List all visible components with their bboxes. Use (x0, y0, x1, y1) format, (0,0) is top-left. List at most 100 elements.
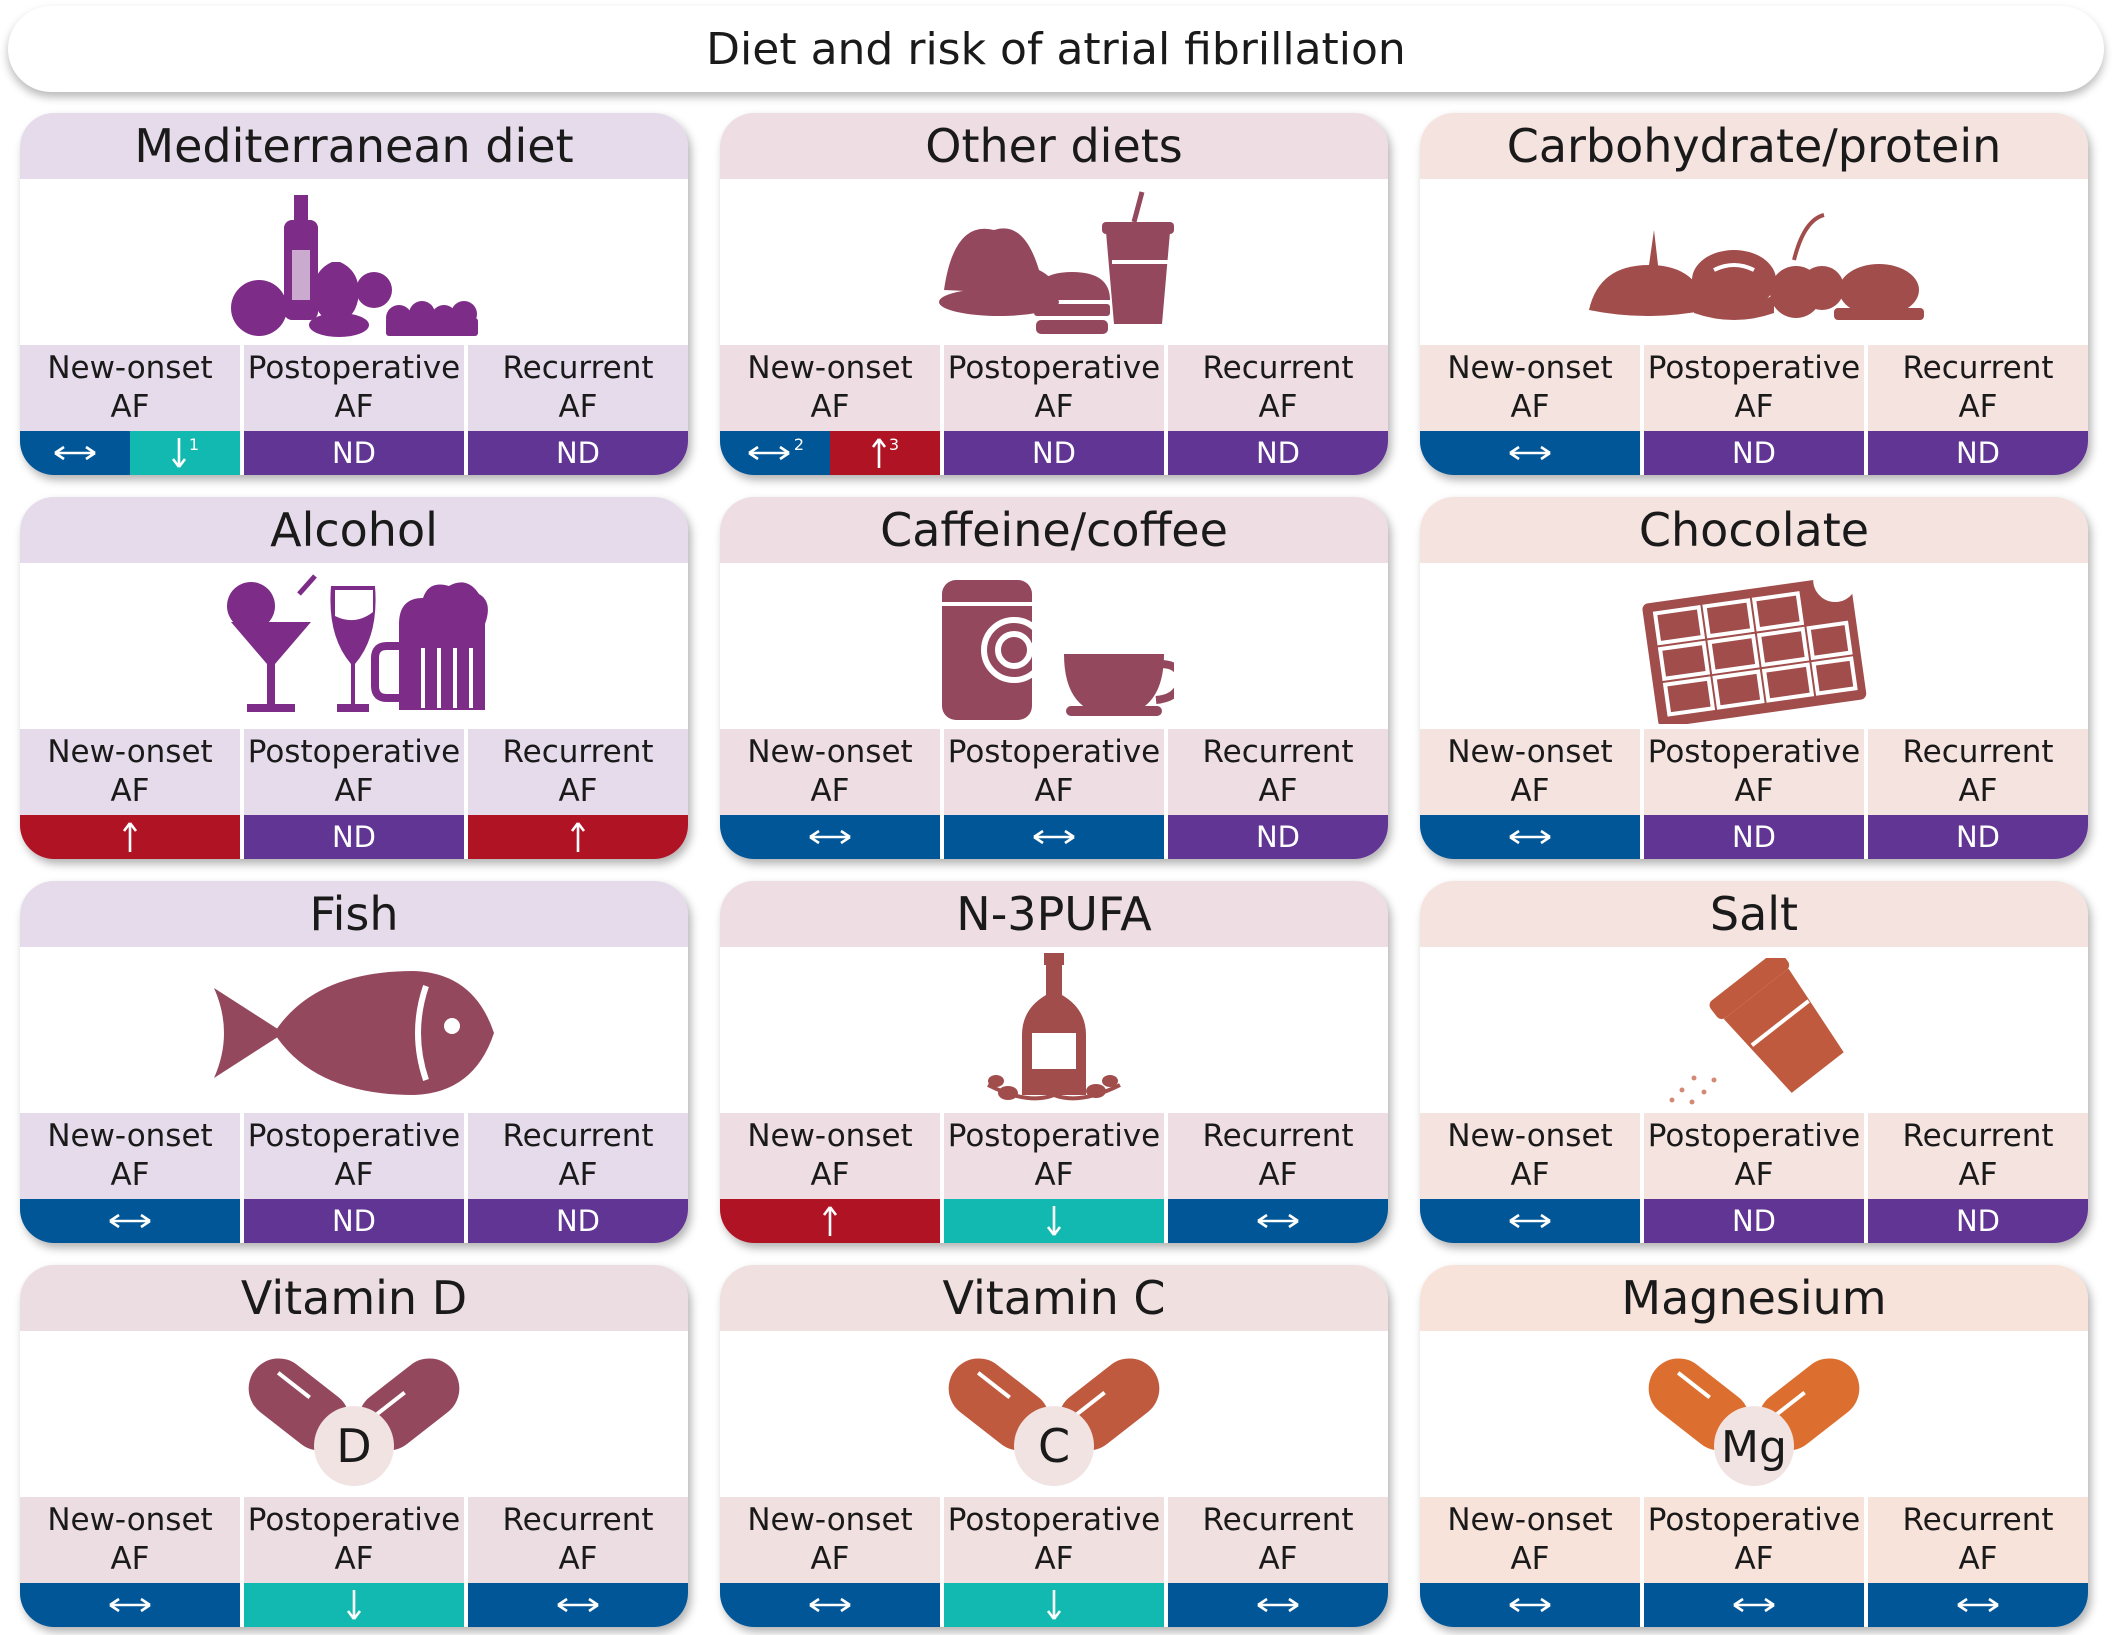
result-segment: 3 (830, 431, 940, 475)
no-association-arrow-icon (1507, 1212, 1553, 1230)
af-column: Postoperative AF (944, 1497, 1168, 1627)
card-other-diets: Other diets New-onset AF 2 3 Postoperative AF N… (720, 113, 1388, 475)
association-result: ND (1868, 815, 2088, 859)
result-segment (1420, 431, 1640, 475)
af-column: Recurrent AF ND (1868, 345, 2088, 475)
af-column: Recurrent AF (1168, 1497, 1388, 1627)
not-determined-label: ND (1255, 436, 1301, 470)
af-type-label: Postoperative AF (1647, 350, 1861, 425)
no-association-arrow-icon (1255, 1596, 1301, 1614)
no-association-arrow-icon (107, 1212, 153, 1230)
result-segment (468, 1583, 688, 1627)
association-result (1420, 1199, 1640, 1243)
card-vitamin-d: Vitamin D D New-onset AF Postoperative AF Recu… (20, 1265, 688, 1627)
result-segment: ND (244, 1199, 464, 1243)
af-type-label: Recurrent AF (502, 1502, 654, 1577)
up-arrow-icon (122, 820, 138, 854)
not-determined-label: ND (331, 820, 377, 854)
af-type-label: Postoperative AF (247, 1118, 461, 1193)
capsule-badge (1714, 1406, 1794, 1486)
no-association-arrow-icon (1955, 1596, 2001, 1614)
af-column: Recurrent AF ND (468, 345, 688, 475)
not-determined-label: ND (1255, 820, 1301, 854)
af-column: Recurrent AF (468, 1497, 688, 1627)
af-type-label: New-onset AF (747, 734, 913, 809)
af-type-label: New-onset AF (1447, 1502, 1613, 1577)
wine-bottle-vegetables-icon (20, 185, 688, 345)
capsule-badge (1014, 1406, 1094, 1486)
af-column: Recurrent AF (468, 729, 688, 859)
association-result (468, 815, 688, 859)
result-segment: ND (1644, 815, 1864, 859)
af-type-label: New-onset AF (747, 1118, 913, 1193)
capsule-letter: Mg (1721, 1422, 1787, 1473)
af-type-label: Postoperative AF (247, 734, 461, 809)
oil-bottle-olives-icon (720, 953, 1388, 1113)
result-segment: ND (944, 431, 1164, 475)
af-type-label: New-onset AF (747, 350, 913, 425)
card-title: Vitamin D (20, 1265, 688, 1337)
no-association-arrow-icon (1507, 444, 1553, 462)
result-segment (1168, 1199, 1388, 1243)
footnote-ref: 3 (888, 434, 900, 454)
association-result (20, 1199, 240, 1243)
chocolate-bar-icon (1420, 569, 2088, 729)
association-result: ND (244, 1199, 464, 1243)
association-result (1868, 1583, 2088, 1627)
result-segment (944, 1583, 1164, 1627)
not-determined-label: ND (331, 1204, 377, 1238)
af-column: New-onset AF (1420, 1497, 1644, 1627)
fish-icon (20, 953, 688, 1113)
card-chocolate: Chocolate New-onset AF Postoperative AF ND Rec… (1420, 497, 2088, 859)
af-column: Recurrent AF ND (1168, 345, 1388, 475)
association-result: ND (1168, 431, 1388, 475)
card-magnesium: Magnesium Mg New-onset AF Postoperative AF Rec… (1420, 1265, 2088, 1627)
association-result: ND (1644, 431, 1864, 475)
af-type-label: Postoperative AF (1647, 1118, 1861, 1193)
association-result (244, 1583, 464, 1627)
result-segment: ND (1868, 431, 2088, 475)
af-column: Postoperative AF (944, 729, 1168, 859)
af-column: Recurrent AF ND (1168, 729, 1388, 859)
down-arrow-icon (171, 436, 187, 470)
card-fish: Fish New-onset AF Postoperative AF ND Recurren… (20, 881, 688, 1243)
coffee-can-cup-icon (720, 569, 1388, 729)
af-type-label: Postoperative AF (247, 350, 461, 425)
association-result (944, 1199, 1164, 1243)
af-column: New-onset AF (1420, 1113, 1644, 1243)
card-title: Caffeine/coffee (720, 497, 1388, 569)
af-type-label: Postoperative AF (1647, 1502, 1861, 1577)
card-carbohydrate-protein: Carbohydrate/protein New-onset AF Postopera… (1420, 113, 2088, 475)
af-type-label: Recurrent AF (1902, 1502, 2054, 1577)
af-type-label: Postoperative AF (947, 1118, 1161, 1193)
af-column: Postoperative AF ND (244, 345, 468, 475)
af-column: Postoperative AF ND (944, 345, 1168, 475)
card-title: Magnesium (1420, 1265, 2088, 1337)
association-result (1420, 815, 1640, 859)
association-result (944, 815, 1164, 859)
af-type-label: Recurrent AF (1902, 350, 2054, 425)
af-column: Postoperative AF ND (1644, 1113, 1868, 1243)
association-result (720, 1583, 940, 1627)
association-result (1168, 1583, 1388, 1627)
no-association-arrow-icon (555, 1596, 601, 1614)
association-result (720, 815, 940, 859)
association-result (944, 1583, 1164, 1627)
af-column: New-onset AF (1420, 729, 1644, 859)
association-result (20, 1583, 240, 1627)
result-segment: ND (468, 1199, 688, 1243)
no-association-arrow-icon (807, 1596, 853, 1614)
af-type-label: Recurrent AF (502, 734, 654, 809)
result-segment (944, 815, 1164, 859)
result-segment (20, 815, 240, 859)
no-association-arrow-icon (107, 1596, 153, 1614)
up-arrow-icon (871, 436, 887, 470)
result-segment: ND (1168, 815, 1388, 859)
not-determined-label: ND (1731, 1204, 1777, 1238)
association-result: 1 (20, 431, 240, 475)
af-type-label: Postoperative AF (1647, 734, 1861, 809)
cocktail-wine-beer-icon (20, 569, 688, 729)
af-type-label: New-onset AF (47, 350, 213, 425)
af-type-label: Recurrent AF (502, 1118, 654, 1193)
capsule-icon: D (20, 1337, 688, 1497)
